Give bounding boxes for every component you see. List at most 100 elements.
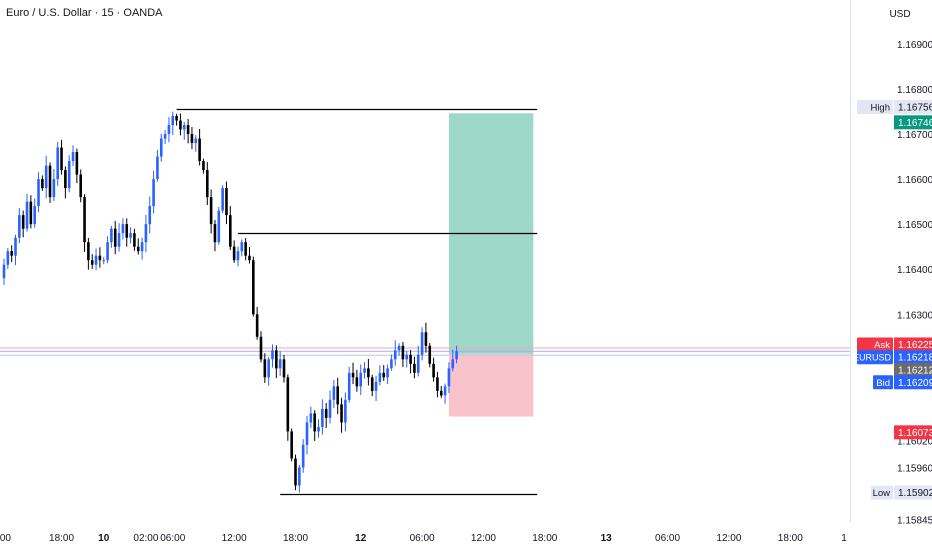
candle-body [71, 152, 75, 162]
candle-body [198, 138, 201, 162]
candle [133, 228, 136, 251]
low-tag-label: Low [873, 488, 891, 499]
candle-body [171, 116, 175, 126]
candle [278, 351, 282, 376]
candle-body [110, 228, 113, 243]
candle-body [79, 174, 83, 198]
candle [405, 350, 409, 368]
candle-body [455, 351, 458, 360]
time-axis[interactable]: :0018:001002:0006:0012:0018:001206:0012:… [0, 533, 847, 544]
candle-body [244, 242, 247, 256]
candle [324, 402, 328, 428]
candle-body [133, 233, 136, 247]
candle [48, 162, 52, 203]
candle [37, 172, 40, 213]
candle [420, 327, 424, 361]
x-tick-label: 13 [601, 533, 613, 544]
entry-tag: 1.16212 [894, 362, 932, 377]
candle [117, 223, 121, 252]
candle-body [286, 377, 290, 432]
entry-tag-value: 1.16212 [898, 365, 932, 376]
candle-body [229, 215, 232, 247]
candle-body [213, 224, 217, 243]
candle-body [363, 368, 366, 373]
candle-body [321, 408, 324, 427]
candle-body [351, 372, 355, 378]
high-tag: High 1.16756 [857, 99, 932, 114]
candle [275, 345, 278, 379]
candle-body [56, 147, 59, 180]
candle [21, 210, 25, 238]
candle-body [148, 206, 152, 225]
candle-body [271, 350, 274, 360]
candle [294, 454, 297, 491]
candle-body [156, 156, 159, 180]
y-tick-label: 1.16020 [897, 436, 932, 447]
candle-body [332, 386, 336, 400]
x-tick-label: 02:00 [133, 533, 158, 544]
candle-body [382, 372, 386, 378]
candle-body [221, 188, 224, 211]
candle-body [163, 134, 167, 139]
candle [447, 362, 451, 394]
x-tick-label: 18:00 [49, 533, 74, 544]
ask-tag-value: 1.16225 [898, 340, 932, 351]
bid-tag-value: 1.16209 [898, 378, 932, 389]
stop-zone [448, 353, 534, 417]
x-tick-label: 12:00 [716, 533, 741, 544]
candle [60, 139, 63, 175]
candle-body [217, 210, 221, 243]
candle-body [167, 125, 171, 135]
candle-body [252, 260, 255, 315]
candle [2, 258, 6, 286]
candle [94, 248, 98, 271]
candle [248, 247, 251, 264]
candle [87, 237, 90, 270]
candle [175, 113, 178, 126]
candle [225, 181, 228, 225]
candle-body [10, 251, 13, 256]
candle [106, 236, 109, 264]
position-zones [448, 113, 534, 417]
candle-body [90, 260, 94, 265]
candle-body [87, 242, 90, 261]
horizontal-levels[interactable] [176, 108, 538, 496]
low-tag: Low 1.15902 [871, 485, 932, 500]
candle [263, 353, 267, 383]
candle-body [413, 363, 416, 373]
price-axis[interactable]: 1.16900 1.16800 1.16700 1.16600 1.16500 1.164… [897, 40, 932, 526]
candle [129, 227, 132, 244]
candle [393, 340, 397, 366]
candle [236, 246, 240, 267]
candle-body [44, 165, 48, 189]
y-tick-label: 1.16600 [897, 175, 932, 186]
candle-body [313, 413, 316, 432]
candle [44, 155, 48, 199]
x-tick-label: 06:00 [160, 533, 185, 544]
bid-tag-value-bg [894, 375, 932, 390]
candle [190, 127, 194, 150]
candle [424, 322, 428, 353]
candle [313, 410, 316, 441]
ask-tag-label: Ask [874, 340, 890, 351]
candle-body [98, 255, 102, 261]
y-tick-label: 1.16900 [897, 40, 932, 51]
candle-body [37, 179, 40, 207]
candle [67, 155, 71, 193]
candle [240, 239, 244, 257]
candle-body [144, 224, 148, 243]
ask-tag: Ask 1.16225 [857, 337, 932, 352]
broker-label: OANDA [123, 7, 163, 19]
candle [340, 397, 343, 433]
candle-body [94, 255, 98, 265]
candle-body [305, 422, 309, 445]
interval-label: 15 [101, 7, 114, 19]
candle [159, 133, 163, 162]
candle-body [275, 350, 278, 369]
candle-body [52, 179, 56, 198]
candle-body [248, 255, 251, 261]
low-tag-label-bg [871, 485, 893, 500]
x-tick-label: 10 [98, 533, 110, 544]
candle [125, 218, 129, 247]
